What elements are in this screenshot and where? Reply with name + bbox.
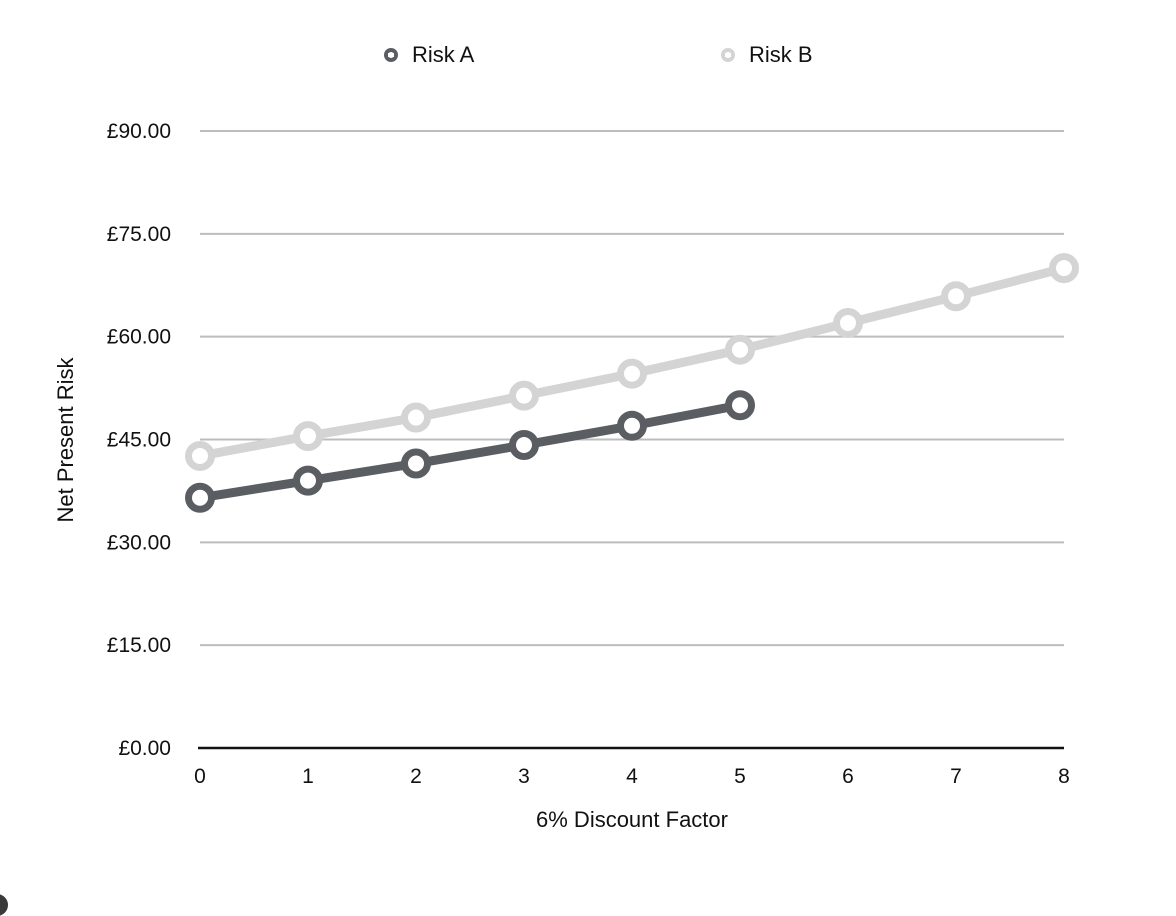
y-tick-label: £60.00 xyxy=(107,326,171,349)
series-layer xyxy=(185,253,1079,513)
y-axis-title: Net Present Risk xyxy=(53,356,78,522)
data-point xyxy=(509,429,539,460)
data-point xyxy=(509,380,539,411)
legend: Risk A Risk B xyxy=(0,38,1176,72)
x-tick-label: 6 xyxy=(842,765,854,788)
data-point xyxy=(617,358,647,389)
data-point xyxy=(1049,253,1079,284)
x-tick-label: 5 xyxy=(734,765,746,788)
data-point xyxy=(185,440,215,471)
y-tick-label: £45.00 xyxy=(107,429,171,452)
series-risk-a xyxy=(185,390,755,513)
x-tick-label: 2 xyxy=(410,765,422,788)
series-risk-b xyxy=(185,253,1079,471)
legend-marker-risk-a xyxy=(384,48,398,62)
legend-label-risk-a: Risk A xyxy=(412,42,475,67)
x-tick-label: 1 xyxy=(302,765,314,788)
series-line xyxy=(195,400,745,503)
data-point xyxy=(401,448,431,479)
y-tick-label: £90.00 xyxy=(107,120,171,143)
x-tick-label: 7 xyxy=(950,765,962,788)
x-tick-label: 8 xyxy=(1058,765,1070,788)
data-point xyxy=(293,421,323,452)
y-axis-tick-labels: £0.00 £15.00 £30.00 £45.00 £60.00 £75.00 £90.0… xyxy=(107,120,171,760)
x-axis-title: 6% Discount Factor xyxy=(536,807,728,832)
legend-item-risk-a: Risk A xyxy=(384,38,474,72)
legend-item-risk-b: Risk B xyxy=(721,38,813,72)
x-axis-tick-labels: 0 1 2 3 4 5 6 7 8 xyxy=(194,765,1070,788)
data-point xyxy=(725,390,755,421)
y-tick-label: £75.00 xyxy=(107,223,171,246)
x-tick-label: 3 xyxy=(518,765,530,788)
x-tick-label: 4 xyxy=(626,765,638,788)
x-tick-label: 0 xyxy=(194,765,206,788)
data-point xyxy=(185,482,215,513)
y-tick-label: £15.00 xyxy=(107,634,171,657)
legend-marker-risk-b xyxy=(721,48,735,62)
data-point xyxy=(617,410,647,441)
data-point xyxy=(833,307,863,338)
data-point xyxy=(401,402,431,433)
y-tick-label: £30.00 xyxy=(107,531,171,554)
y-tick-label: £0.00 xyxy=(118,737,171,760)
data-point xyxy=(725,334,755,365)
data-point xyxy=(293,465,323,496)
legend-label-risk-b: Risk B xyxy=(749,42,813,67)
data-point xyxy=(941,281,971,312)
